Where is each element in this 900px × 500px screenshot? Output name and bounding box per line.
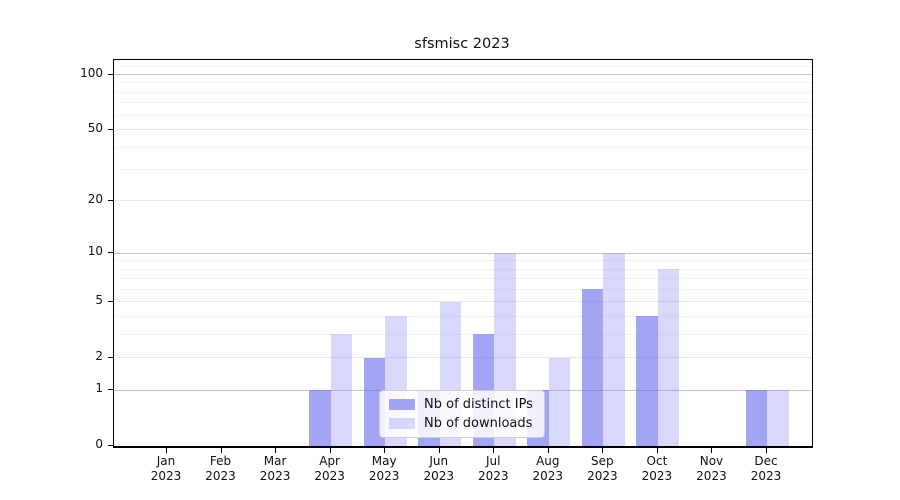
gridline-y-80: [114, 91, 812, 93]
bar-downloads-aug: [548, 357, 571, 446]
gridline-y-10: [114, 252, 812, 254]
bar-downloads-dec: [767, 390, 789, 446]
gridline-y-90: [114, 82, 812, 84]
x-tick-label-aug: Aug 2023: [532, 454, 564, 483]
x-tick-mark-apr: [329, 447, 331, 453]
x-tick-label-may: May 2023: [368, 454, 400, 483]
legend-label-downloads: Nb of downloads: [424, 416, 533, 431]
legend: Nb of distinct IPs Nb of downloads: [379, 390, 545, 438]
bar-downloads-apr: [330, 334, 353, 446]
y-tick-mark: [108, 389, 113, 391]
legend-item-downloads: Nb of downloads: [389, 416, 533, 431]
y-tick-mark: [108, 445, 113, 446]
bar-downloads-sep: [603, 253, 625, 446]
x-tick-label-jun: Jun 2023: [423, 454, 454, 483]
x-tick-label-nov: Nov 2023: [696, 454, 727, 483]
y-tick-label-10: 10: [87, 244, 103, 258]
gridline-y-4: [114, 315, 812, 317]
y-tick-label-20: 20: [87, 191, 103, 206]
y-tick-label-1: 1: [95, 381, 103, 396]
plot-area: [113, 59, 813, 448]
gridline-y-100: [114, 74, 812, 76]
gridline-y-9: [114, 260, 812, 262]
gridline-y-70: [114, 102, 812, 104]
x-tick-mark-jan: [166, 447, 167, 453]
bar-downloads-oct: [657, 269, 680, 446]
x-tick-label-oct: Oct 2023: [641, 454, 673, 483]
chart-title: sfsmisc 2023: [414, 36, 510, 52]
y-tick-mark: [108, 356, 113, 358]
gridline-y-110: [114, 66, 812, 68]
x-tick-label-jul: Jul 2023: [477, 454, 509, 483]
x-tick-mark-nov: [711, 447, 713, 453]
y-tick-label-50: 50: [87, 120, 103, 135]
gridline-y-50: [114, 129, 812, 131]
bar-distinct-ips-sep: [581, 289, 604, 446]
x-tick-label-feb: Feb 2023: [205, 454, 236, 483]
y-tick-label-2: 2: [95, 348, 103, 363]
gridline-y-6: [114, 288, 812, 290]
x-tick-mark-sep: [602, 447, 604, 453]
y-tick-mark: [108, 252, 113, 253]
gridline-y-3: [114, 333, 812, 335]
y-tick-mark: [108, 199, 113, 201]
gridline-y-40: [114, 146, 812, 148]
y-tick-label-100: 100: [80, 65, 103, 80]
x-tick-mark-mar: [275, 447, 277, 453]
legend-label-distinct-ips: Nb of distinct IPs: [424, 397, 533, 412]
y-tick-mark: [108, 73, 113, 75]
y-tick-label-5: 5: [95, 292, 103, 307]
legend-swatch-downloads-icon: [389, 418, 415, 429]
gridline-y-30: [114, 169, 812, 171]
x-tick-label-sep: Sep 2023: [587, 454, 618, 483]
y-tick-mark: [108, 128, 113, 130]
x-tick-mark-oct: [656, 447, 658, 453]
x-tick-mark-may: [384, 447, 386, 453]
x-tick-mark-dec: [766, 447, 767, 453]
gridline-y-8: [114, 268, 812, 270]
gridline-y-7: [114, 278, 812, 280]
legend-item-distinct-ips: Nb of distinct IPs: [389, 397, 533, 412]
x-tick-label-dec: Dec 2023: [750, 454, 782, 483]
bar-distinct-ips-oct: [636, 316, 658, 446]
x-tick-mark-jun: [438, 447, 440, 453]
x-tick-label-apr: Apr 2023: [314, 454, 345, 483]
gridline-y-5: [114, 301, 812, 303]
x-tick-label-mar: Mar 2023: [259, 454, 291, 483]
gridline-y-60: [114, 114, 812, 116]
x-tick-label-jan: Jan 2023: [150, 454, 182, 483]
gridline-y-2: [114, 357, 812, 359]
bar-distinct-ips-dec: [745, 390, 767, 446]
x-tick-mark-aug: [547, 447, 549, 453]
gridline-y-20: [114, 200, 812, 202]
x-tick-mark-feb: [220, 447, 222, 453]
y-tick-mark: [108, 300, 113, 302]
bar-distinct-ips-apr: [309, 390, 331, 446]
y-tick-label-0: 0: [95, 437, 103, 451]
legend-swatch-distinct-ips-icon: [389, 399, 415, 410]
x-tick-mark-jul: [493, 447, 495, 453]
